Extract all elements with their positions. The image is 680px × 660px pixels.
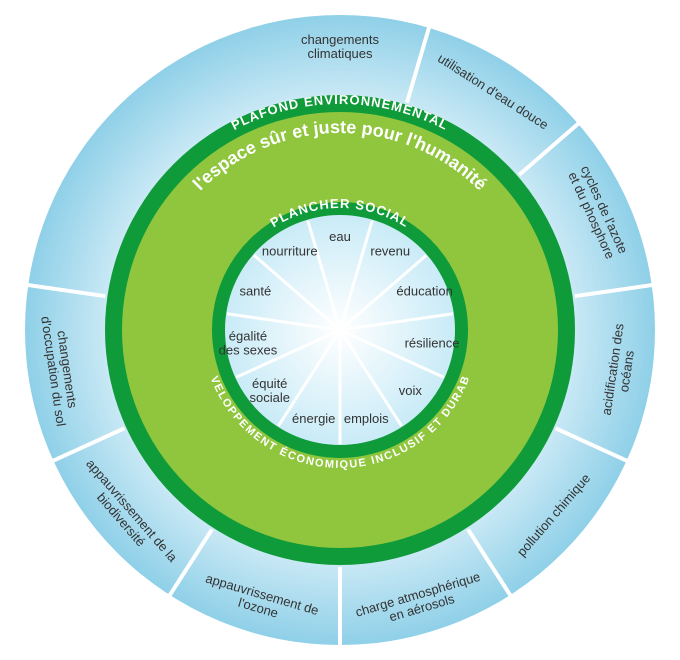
inner-label: équitésociale [249, 376, 289, 405]
inner-label: emplois [344, 411, 389, 426]
inner-label: énergie [292, 411, 335, 426]
inner-label: résilience [405, 335, 460, 350]
inner-label: nourriture [262, 244, 318, 259]
inner-label: revenu [370, 244, 410, 259]
inner-label: eau [329, 229, 351, 244]
outer-label: changementsclimatiques [301, 32, 380, 61]
inner-label: éducation [396, 283, 452, 298]
inner-label: voix [399, 383, 423, 398]
outer-label-text: changementsclimatiques [301, 32, 380, 61]
doughnut-diagram: PLAFOND ENVIRONNEMENTALl'espace sûr et j… [0, 0, 680, 660]
inner-label: santé [239, 283, 271, 298]
